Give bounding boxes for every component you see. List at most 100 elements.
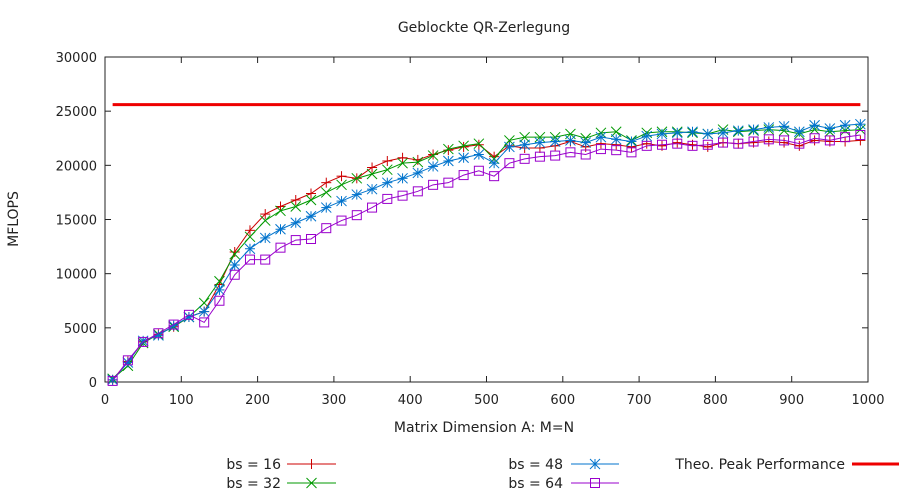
data-point	[473, 139, 484, 150]
data-point	[366, 168, 378, 180]
data-point	[321, 223, 332, 234]
data-point	[336, 179, 347, 191]
data-point	[565, 147, 576, 158]
legend-label: bs = 32	[226, 476, 281, 492]
data-point	[305, 210, 317, 222]
data-point	[855, 118, 866, 130]
data-point	[595, 144, 606, 155]
x-tick-label: 700	[627, 393, 652, 408]
data-point	[550, 150, 561, 161]
data-point	[733, 138, 744, 149]
series-line	[112, 139, 861, 381]
data-point	[839, 125, 851, 137]
data-point	[488, 157, 500, 169]
data-point	[260, 254, 271, 265]
data-point	[275, 223, 286, 235]
y-tick-label: 30000	[56, 51, 97, 66]
legend-label: bs = 64	[508, 476, 563, 492]
data-point	[367, 202, 378, 213]
data-point	[397, 190, 408, 201]
legend-entry: bs = 64	[508, 476, 619, 492]
data-point	[580, 149, 591, 160]
data-point	[855, 130, 866, 140]
data-point	[122, 355, 133, 366]
data-point	[824, 135, 835, 146]
data-point	[259, 232, 271, 244]
data-point	[428, 179, 439, 190]
data-point	[305, 194, 317, 206]
data-point	[473, 138, 485, 150]
legend-entry: bs = 16	[226, 457, 336, 473]
data-point	[366, 183, 378, 195]
data-point	[198, 306, 210, 317]
data-point	[519, 139, 531, 151]
data-point	[748, 124, 759, 135]
data-point	[687, 140, 698, 151]
data-point	[336, 171, 347, 182]
data-point	[565, 135, 576, 146]
data-point	[336, 195, 347, 207]
data-point	[702, 139, 713, 150]
data-point	[244, 243, 256, 255]
data-point	[595, 131, 607, 143]
data-point	[519, 131, 531, 143]
series-2	[107, 124, 866, 385]
series-line	[112, 134, 861, 382]
data-point	[351, 210, 362, 221]
data-point	[580, 137, 592, 148]
data-point	[244, 231, 256, 243]
data-point	[320, 187, 332, 198]
data-point	[229, 259, 241, 271]
data-point	[306, 234, 317, 244]
data-point	[382, 156, 393, 166]
legend-entry: bs = 48	[508, 457, 619, 473]
data-point	[855, 135, 866, 146]
data-point	[412, 186, 423, 197]
data-point	[397, 152, 408, 163]
data-point	[489, 171, 500, 182]
data-point	[809, 133, 820, 144]
x-tick-label: 500	[474, 393, 499, 408]
data-point	[381, 164, 393, 176]
data-point	[183, 309, 194, 320]
data-point	[107, 375, 118, 386]
data-point	[763, 134, 774, 145]
data-point	[412, 167, 424, 179]
data-point	[549, 136, 561, 147]
data-point	[351, 189, 363, 200]
data-point	[748, 136, 759, 147]
data-point	[534, 131, 546, 143]
x-tick-label: 900	[779, 393, 804, 408]
y-tick-label: 5000	[64, 322, 97, 337]
data-point	[214, 295, 225, 306]
data-point	[717, 127, 729, 139]
x-tick-label: 600	[550, 393, 575, 408]
x-tick-label: 800	[703, 393, 728, 408]
data-point	[626, 147, 637, 158]
data-point	[442, 143, 454, 155]
data-point	[778, 120, 790, 132]
data-point	[473, 165, 484, 176]
data-point	[793, 126, 805, 138]
series-line	[112, 129, 861, 380]
legend-label: bs = 16	[226, 457, 281, 473]
data-point	[702, 141, 713, 152]
x-axis: 0 100 200 300 400 500 600 700 800 900 1000	[101, 57, 885, 408]
data-point	[229, 269, 240, 280]
legend-entry: Theo. Peak Performance	[674, 457, 899, 473]
data-point	[290, 195, 301, 205]
data-point	[458, 170, 469, 181]
y-axis: 0 5000 10000 15000 20000 25000 30000	[56, 51, 868, 391]
data-point	[168, 319, 179, 330]
y-tick-label: 0	[89, 376, 97, 391]
data-point	[275, 205, 286, 217]
data-point	[260, 209, 271, 220]
data-point	[702, 128, 714, 140]
series-3	[107, 118, 866, 386]
data-point	[671, 127, 683, 139]
data-point	[214, 284, 225, 296]
data-point	[656, 128, 668, 140]
data-point	[504, 158, 515, 169]
data-point	[809, 119, 820, 131]
data-point	[473, 149, 485, 160]
